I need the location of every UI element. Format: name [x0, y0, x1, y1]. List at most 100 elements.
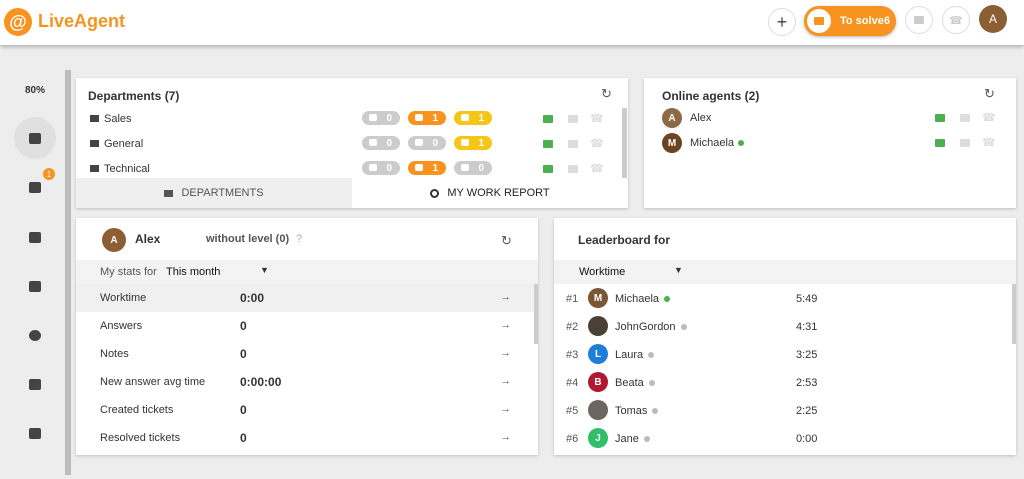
mail-icon [814, 17, 824, 25]
refresh[interactable]: ↻ [984, 86, 995, 101]
stat-label: Resolved tickets [100, 432, 181, 444]
agent-name[interactable]: Michaela [615, 293, 660, 305]
email-action[interactable] [543, 165, 553, 173]
agent-name[interactable]: Beata [615, 377, 644, 389]
call-action[interactable]: ☎ [982, 112, 996, 124]
call-action[interactable]: ☎ [590, 163, 604, 175]
chat-action[interactable] [568, 165, 578, 173]
email-action[interactable] [935, 139, 945, 147]
period-select[interactable]: This month [166, 266, 221, 278]
agent-name[interactable]: Alex [690, 112, 712, 124]
nav-item[interactable] [14, 412, 56, 454]
nav-icon [29, 330, 41, 341]
scrollbar[interactable] [622, 108, 627, 178]
status-dot [644, 436, 650, 442]
department-name[interactable]: Technical [104, 163, 150, 175]
email-action[interactable] [543, 140, 553, 148]
stat-value: 0 [240, 431, 247, 445]
chats-count: 0 [362, 111, 400, 125]
call-action[interactable]: ☎ [590, 113, 604, 125]
tab[interactable]: DEPARTMENTS [76, 178, 352, 208]
tab[interactable]: MY WORK REPORT [352, 178, 628, 208]
avatar: B [588, 372, 608, 392]
rank: #4 [566, 377, 579, 389]
agent-name[interactable]: Laura [615, 349, 644, 361]
call-action[interactable]: ☎ [982, 137, 996, 149]
call-button[interactable]: ☎ [942, 6, 970, 34]
pill-icon [369, 114, 377, 121]
header: @ LiveAgent + To solve 6 ☎ A [0, 0, 1024, 45]
arrow[interactable]: → [500, 431, 511, 443]
nav-icon [29, 428, 41, 439]
status-dot [648, 352, 654, 358]
metric-select[interactable]: Worktime [579, 266, 626, 278]
nav-item[interactable] [14, 216, 56, 258]
avatar: L [588, 344, 608, 364]
arrow[interactable]: → [500, 375, 511, 387]
value: 2:25 [796, 405, 818, 417]
online-dot [738, 140, 744, 146]
sidebar: 80% 1 [0, 45, 71, 479]
value: 2:53 [796, 377, 818, 389]
zoom[interactable]: 80% [25, 85, 46, 96]
refresh[interactable]: ↻ [601, 86, 612, 101]
avatar [588, 400, 608, 420]
refresh[interactable]: ↻ [501, 233, 512, 248]
chat-button[interactable] [905, 6, 933, 34]
value: 0:00 [796, 433, 818, 445]
level: without level (0) [206, 233, 290, 245]
scrollbar[interactable] [1012, 284, 1016, 344]
help[interactable]: ? [296, 233, 303, 245]
agent-name[interactable]: Tomas [615, 405, 648, 417]
call-action[interactable]: ☎ [590, 138, 604, 150]
pill-icon [369, 164, 377, 171]
add-button[interactable]: + [768, 8, 796, 36]
nav-item[interactable] [14, 314, 56, 356]
agent-name[interactable]: Jane [615, 433, 639, 445]
to-solve-label: To solve [840, 15, 884, 27]
stat-row[interactable] [76, 284, 534, 312]
rank: #3 [566, 349, 579, 361]
stat-row[interactable] [76, 340, 534, 368]
nav-icon [29, 379, 41, 390]
agent-name[interactable]: JohnGordon [615, 321, 676, 333]
stat-row[interactable] [76, 312, 534, 340]
chat-action[interactable] [960, 114, 970, 122]
scrollbar[interactable] [534, 284, 538, 344]
value: 4:31 [796, 321, 818, 333]
nav-icon [29, 182, 41, 193]
to-solve-button[interactable]: To solve 6 [804, 6, 896, 36]
department-name[interactable]: General [104, 138, 144, 150]
rank: #1 [566, 293, 579, 305]
folder-icon [90, 140, 99, 147]
chat-action[interactable] [568, 115, 578, 123]
agent-name[interactable]: Michaela [690, 137, 735, 149]
folder-icon [90, 165, 99, 172]
rank: #5 [566, 405, 579, 417]
nav-item[interactable] [14, 265, 56, 307]
stat-label: Worktime [100, 292, 147, 304]
chat-action[interactable] [960, 139, 970, 147]
email-action[interactable] [935, 114, 945, 122]
user-avatar[interactable]: A [979, 5, 1007, 33]
arrow[interactable]: → [500, 403, 511, 415]
nav-item[interactable] [14, 363, 56, 405]
nav-item[interactable]: 1 [14, 166, 56, 208]
chats-count: 0 [362, 161, 400, 175]
email-action[interactable] [543, 115, 553, 123]
stat-value: 0 [240, 347, 247, 361]
scrollbar[interactable] [65, 70, 71, 475]
caret: ▼ [674, 265, 683, 275]
leaderboard-panel: Leaderboard for Worktime ▼ #1 M Michaela 5:… [554, 218, 1016, 455]
stat-value: 0:00:00 [240, 375, 282, 389]
pill-icon [461, 139, 469, 146]
logo[interactable]: LiveAgent [38, 11, 126, 31]
nav-item[interactable] [14, 117, 56, 159]
department-name[interactable]: Sales [104, 113, 132, 125]
tickets-count: 0 [454, 161, 492, 175]
chat-action[interactable] [568, 140, 578, 148]
arrow[interactable]: → [500, 291, 511, 303]
arrow[interactable]: → [500, 319, 511, 331]
panel-title: Leaderboard for [578, 233, 671, 247]
arrow[interactable]: → [500, 347, 511, 359]
